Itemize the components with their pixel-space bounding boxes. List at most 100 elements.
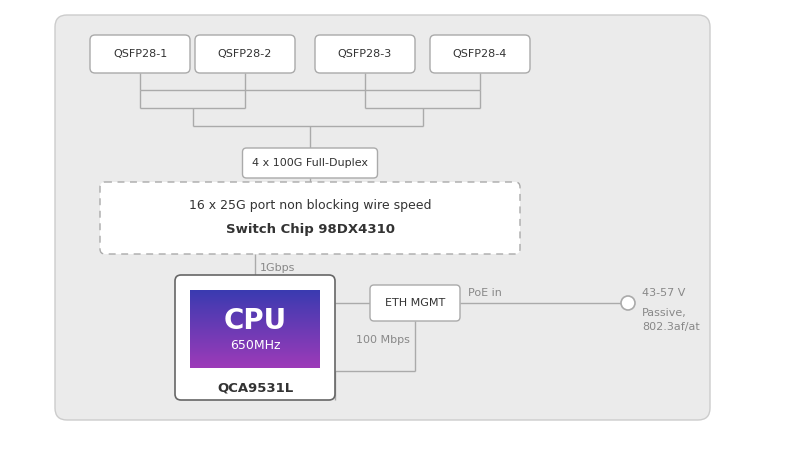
Bar <box>190 291 320 293</box>
Bar <box>190 310 320 312</box>
Text: 4 x 100G Full-Duplex: 4 x 100G Full-Duplex <box>252 158 368 168</box>
Text: QSFP28-4: QSFP28-4 <box>453 49 507 59</box>
Bar <box>190 348 320 350</box>
Bar <box>190 293 320 295</box>
Bar <box>190 364 320 366</box>
Text: PoE in: PoE in <box>468 288 502 298</box>
Bar <box>190 322 320 324</box>
Bar <box>190 356 320 357</box>
Bar <box>190 350 320 351</box>
Text: 43-57 V: 43-57 V <box>642 288 686 298</box>
Bar <box>190 340 320 342</box>
Text: QCA9531L: QCA9531L <box>217 382 293 395</box>
FancyBboxPatch shape <box>175 275 335 400</box>
Bar <box>190 357 320 359</box>
Bar <box>190 351 320 352</box>
Bar <box>190 309 320 311</box>
Bar <box>190 366 320 368</box>
Bar <box>190 302 320 303</box>
Text: Passive,
802.3af/at: Passive, 802.3af/at <box>642 308 700 332</box>
Bar <box>190 326 320 328</box>
Bar <box>190 352 320 354</box>
Bar <box>190 298 320 299</box>
Text: CPU: CPU <box>223 307 286 335</box>
Bar <box>190 316 320 318</box>
Bar <box>190 347 320 349</box>
Bar <box>190 290 320 292</box>
Bar <box>190 356 320 358</box>
Bar <box>190 292 320 294</box>
Text: QSFP28-1: QSFP28-1 <box>113 49 167 59</box>
Text: 1Gbps: 1Gbps <box>260 263 295 273</box>
Bar <box>190 349 320 351</box>
Bar <box>190 328 320 329</box>
Bar <box>190 343 320 345</box>
Bar <box>190 297 320 298</box>
Text: 100 Mbps: 100 Mbps <box>356 335 410 345</box>
Bar <box>190 312 320 314</box>
Text: Switch Chip 98DX4310: Switch Chip 98DX4310 <box>226 224 394 237</box>
Bar <box>190 305 320 306</box>
Bar <box>190 331 320 333</box>
Bar <box>190 302 320 304</box>
Bar <box>190 333 320 335</box>
Bar <box>190 346 320 347</box>
Text: QSFP28-3: QSFP28-3 <box>338 49 392 59</box>
Bar <box>190 359 320 361</box>
Bar <box>190 296 320 297</box>
Text: QSFP28-2: QSFP28-2 <box>218 49 272 59</box>
Text: ETH MGMT: ETH MGMT <box>385 298 445 308</box>
FancyBboxPatch shape <box>370 285 460 321</box>
Bar <box>190 299 320 301</box>
Bar <box>190 361 320 363</box>
Bar <box>190 341 320 343</box>
Bar <box>190 335 320 337</box>
Bar <box>190 354 320 356</box>
Bar <box>190 333 320 334</box>
FancyBboxPatch shape <box>315 35 415 73</box>
Bar <box>190 351 320 353</box>
Bar <box>190 313 320 315</box>
Bar <box>190 329 320 331</box>
Bar <box>190 327 320 328</box>
Bar <box>190 308 320 310</box>
Bar <box>190 301 320 302</box>
Bar <box>190 330 320 332</box>
Bar <box>190 345 320 346</box>
Bar <box>190 324 320 325</box>
Bar <box>190 337 320 339</box>
Bar <box>190 314 320 316</box>
Bar <box>190 306 320 307</box>
FancyBboxPatch shape <box>242 148 378 178</box>
FancyBboxPatch shape <box>55 15 710 420</box>
Bar <box>190 334 320 336</box>
Bar <box>190 306 320 308</box>
Bar <box>190 315 320 317</box>
Bar <box>190 363 320 365</box>
Bar <box>190 344 320 346</box>
Bar <box>190 358 320 360</box>
Circle shape <box>621 296 635 310</box>
Bar <box>190 336 320 338</box>
Bar <box>190 324 320 326</box>
Bar <box>190 311 320 313</box>
FancyBboxPatch shape <box>195 35 295 73</box>
Text: 16 x 25G port non blocking wire speed: 16 x 25G port non blocking wire speed <box>189 199 431 212</box>
Bar <box>190 355 320 356</box>
Bar <box>190 362 320 364</box>
Bar <box>190 365 320 367</box>
Bar <box>190 320 320 322</box>
Bar <box>190 307 320 309</box>
FancyBboxPatch shape <box>430 35 530 73</box>
Bar <box>190 318 320 320</box>
Bar <box>190 360 320 362</box>
Bar <box>190 294 320 296</box>
Bar <box>190 339 320 341</box>
FancyBboxPatch shape <box>100 182 520 254</box>
Bar <box>190 317 320 319</box>
Bar <box>190 300 320 302</box>
Bar <box>190 321 320 323</box>
Bar <box>190 295 320 297</box>
Bar <box>190 319 320 321</box>
FancyBboxPatch shape <box>90 35 190 73</box>
